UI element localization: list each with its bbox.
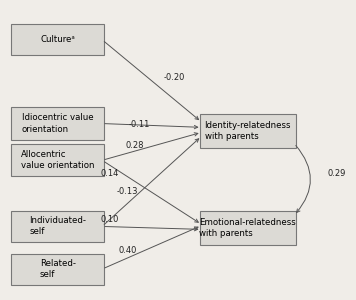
FancyBboxPatch shape [11,254,104,284]
Text: 0.14: 0.14 [101,169,119,178]
Text: Idiocentric value
orientation: Idiocentric value orientation [22,113,93,134]
Text: Individuated-
self: Individuated- self [29,216,86,236]
Text: Related-
self: Related- self [40,259,75,279]
Text: Allocentric
value orientation: Allocentric value orientation [21,150,94,170]
Text: 0.10: 0.10 [101,214,119,224]
FancyBboxPatch shape [200,114,296,148]
FancyBboxPatch shape [11,144,104,176]
Text: 0.28: 0.28 [125,141,143,150]
Text: Emotional-relatedness
with parents: Emotional-relatedness with parents [199,218,296,238]
Text: 0.40: 0.40 [118,246,137,255]
Text: Identity-relatedness
with parents: Identity-relatedness with parents [205,121,291,141]
Text: -0.11: -0.11 [129,120,150,129]
FancyBboxPatch shape [11,24,104,55]
FancyBboxPatch shape [11,107,104,140]
Text: 0.29: 0.29 [328,169,346,178]
FancyBboxPatch shape [11,211,104,242]
Text: -0.13: -0.13 [117,187,138,196]
Text: Cultureᵃ: Cultureᵃ [40,35,75,44]
FancyBboxPatch shape [200,211,296,245]
Text: -0.20: -0.20 [164,74,185,82]
